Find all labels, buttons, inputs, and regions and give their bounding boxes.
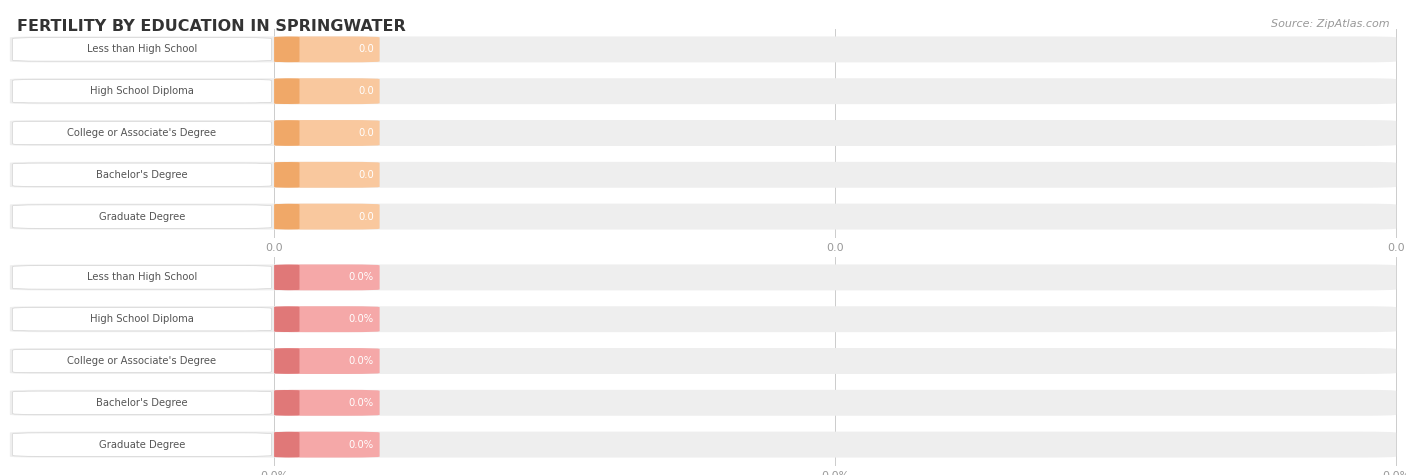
Text: High School Diploma: High School Diploma <box>90 314 194 324</box>
Text: 0.0%: 0.0% <box>349 439 374 450</box>
Text: College or Associate's Degree: College or Associate's Degree <box>67 128 217 138</box>
Text: 0.0%: 0.0% <box>349 356 374 366</box>
FancyBboxPatch shape <box>10 162 1396 188</box>
Text: College or Associate's Degree: College or Associate's Degree <box>67 356 217 366</box>
FancyBboxPatch shape <box>274 162 380 188</box>
FancyBboxPatch shape <box>274 390 380 416</box>
Text: 0.0%: 0.0% <box>349 398 374 408</box>
FancyBboxPatch shape <box>274 432 299 457</box>
FancyBboxPatch shape <box>10 204 1396 229</box>
Text: 0.0: 0.0 <box>359 211 374 222</box>
Text: Bachelor's Degree: Bachelor's Degree <box>96 398 188 408</box>
FancyBboxPatch shape <box>13 79 271 103</box>
Text: 0.0%: 0.0% <box>821 471 849 475</box>
FancyBboxPatch shape <box>274 37 299 62</box>
Text: 0.0: 0.0 <box>359 128 374 138</box>
Text: 0.0: 0.0 <box>359 44 374 55</box>
Text: FERTILITY BY EDUCATION IN SPRINGWATER: FERTILITY BY EDUCATION IN SPRINGWATER <box>17 19 405 34</box>
Text: Bachelor's Degree: Bachelor's Degree <box>96 170 188 180</box>
FancyBboxPatch shape <box>10 265 1396 290</box>
Text: Source: ZipAtlas.com: Source: ZipAtlas.com <box>1271 19 1389 29</box>
FancyBboxPatch shape <box>13 391 271 415</box>
FancyBboxPatch shape <box>274 348 380 374</box>
FancyBboxPatch shape <box>274 348 299 374</box>
FancyBboxPatch shape <box>274 306 380 332</box>
FancyBboxPatch shape <box>10 432 1396 457</box>
Text: 0.0%: 0.0% <box>349 314 374 324</box>
Text: 0.0: 0.0 <box>1388 243 1405 253</box>
Text: 0.0: 0.0 <box>827 243 844 253</box>
Text: 0.0%: 0.0% <box>1382 471 1406 475</box>
FancyBboxPatch shape <box>274 432 380 457</box>
FancyBboxPatch shape <box>13 307 271 331</box>
Text: 0.0%: 0.0% <box>349 272 374 283</box>
FancyBboxPatch shape <box>10 390 1396 416</box>
Text: 0.0%: 0.0% <box>260 471 288 475</box>
FancyBboxPatch shape <box>274 120 380 146</box>
FancyBboxPatch shape <box>10 120 1396 146</box>
FancyBboxPatch shape <box>274 162 299 188</box>
FancyBboxPatch shape <box>274 120 299 146</box>
Text: Graduate Degree: Graduate Degree <box>98 211 186 222</box>
FancyBboxPatch shape <box>274 78 299 104</box>
FancyBboxPatch shape <box>13 433 271 456</box>
FancyBboxPatch shape <box>274 306 299 332</box>
FancyBboxPatch shape <box>274 78 380 104</box>
Text: 0.0: 0.0 <box>266 243 283 253</box>
FancyBboxPatch shape <box>274 37 380 62</box>
FancyBboxPatch shape <box>13 163 271 187</box>
FancyBboxPatch shape <box>13 266 271 289</box>
Text: Less than High School: Less than High School <box>87 44 197 55</box>
FancyBboxPatch shape <box>274 265 380 290</box>
Text: Less than High School: Less than High School <box>87 272 197 283</box>
Text: 0.0: 0.0 <box>359 86 374 96</box>
FancyBboxPatch shape <box>10 37 1396 62</box>
Text: 0.0: 0.0 <box>359 170 374 180</box>
FancyBboxPatch shape <box>10 78 1396 104</box>
FancyBboxPatch shape <box>13 38 271 61</box>
FancyBboxPatch shape <box>13 349 271 373</box>
FancyBboxPatch shape <box>13 205 271 228</box>
Text: Graduate Degree: Graduate Degree <box>98 439 186 450</box>
FancyBboxPatch shape <box>274 204 299 229</box>
Text: High School Diploma: High School Diploma <box>90 86 194 96</box>
FancyBboxPatch shape <box>274 265 299 290</box>
FancyBboxPatch shape <box>13 121 271 145</box>
FancyBboxPatch shape <box>10 306 1396 332</box>
FancyBboxPatch shape <box>274 390 299 416</box>
FancyBboxPatch shape <box>10 348 1396 374</box>
FancyBboxPatch shape <box>274 204 380 229</box>
